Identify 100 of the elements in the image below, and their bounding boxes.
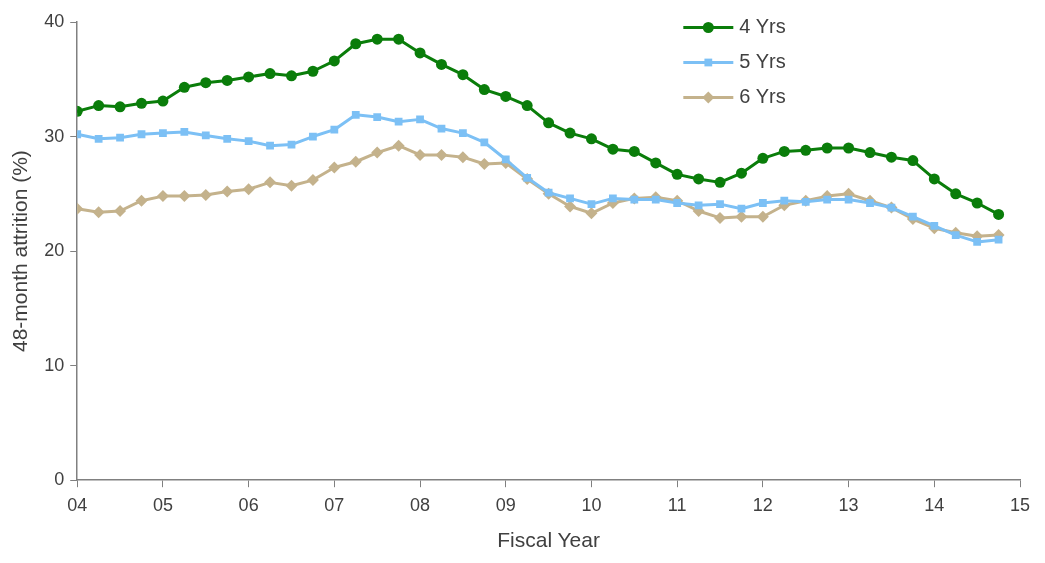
x-tick-label: 04	[67, 494, 88, 515]
point	[371, 33, 383, 45]
point	[416, 115, 424, 124]
legend-label: 4 Yrs	[739, 15, 786, 38]
point	[930, 222, 939, 230]
point	[264, 176, 277, 189]
point	[714, 176, 726, 188]
point	[780, 196, 789, 205]
y-axis-title: 48-month attrition (%)	[8, 150, 32, 353]
point	[628, 145, 640, 157]
point	[221, 185, 234, 198]
point	[908, 212, 917, 221]
point	[716, 200, 724, 209]
point	[137, 130, 146, 139]
point	[673, 199, 682, 207]
point	[328, 55, 340, 67]
point	[351, 110, 360, 119]
x-tick-label: 15	[1009, 494, 1031, 515]
point	[543, 117, 555, 129]
point	[907, 155, 919, 167]
point	[201, 131, 210, 140]
point	[951, 231, 960, 239]
x-tick-label: 11	[667, 494, 687, 515]
point	[244, 137, 253, 146]
point	[266, 141, 274, 150]
point	[800, 144, 812, 156]
point	[135, 194, 148, 207]
point	[92, 206, 105, 219]
point	[178, 81, 190, 93]
point	[457, 69, 469, 81]
y-tick-label: 30	[44, 125, 65, 146]
point	[500, 90, 512, 102]
point	[180, 128, 189, 136]
point	[823, 195, 832, 204]
point	[350, 38, 362, 50]
point	[609, 194, 617, 203]
point	[285, 70, 297, 82]
point	[480, 138, 489, 147]
point	[156, 190, 169, 203]
x-tick-label: 10	[581, 494, 602, 515]
point	[243, 71, 255, 83]
point	[394, 117, 403, 126]
point	[735, 167, 747, 179]
point	[478, 84, 490, 96]
point	[392, 139, 405, 152]
x-tick-label: 09	[495, 494, 516, 515]
x-tick-label: 08	[410, 494, 431, 515]
y-tick-label: 20	[44, 240, 65, 261]
point	[651, 195, 660, 204]
point	[566, 194, 574, 203]
legend-label: 5 Yrs	[739, 50, 786, 73]
x-tick-label: 05	[152, 494, 173, 515]
x-tick-label: 12	[752, 494, 773, 515]
y-tick-label: 0	[54, 469, 65, 490]
point	[607, 143, 619, 155]
point	[843, 142, 855, 154]
point	[264, 68, 276, 80]
point	[650, 157, 662, 169]
point	[757, 152, 769, 164]
point	[521, 100, 533, 112]
point	[414, 47, 426, 59]
x-tick-label: 07	[324, 494, 345, 515]
point	[564, 127, 576, 139]
point	[242, 183, 255, 196]
x-axis-title: Fiscal Year	[497, 528, 600, 552]
point	[435, 58, 447, 70]
point	[971, 197, 983, 209]
point	[671, 168, 683, 180]
point	[864, 147, 876, 159]
point	[928, 173, 940, 185]
point	[393, 33, 405, 45]
point	[778, 145, 790, 157]
point	[94, 134, 103, 143]
point	[994, 235, 1003, 244]
point	[973, 238, 982, 246]
point	[371, 146, 384, 159]
point	[866, 199, 874, 207]
point	[309, 132, 317, 141]
point	[330, 125, 339, 134]
point	[585, 133, 597, 145]
point	[501, 155, 510, 164]
point	[116, 133, 124, 142]
point	[737, 204, 746, 213]
point	[221, 74, 233, 86]
point	[459, 129, 467, 137]
y-tick-label: 10	[44, 354, 65, 375]
point	[200, 77, 212, 89]
point	[159, 129, 167, 137]
point	[223, 134, 232, 143]
point	[993, 208, 1005, 220]
x-tick-label: 06	[238, 494, 259, 515]
point	[114, 101, 126, 113]
point	[585, 207, 598, 220]
point	[885, 151, 897, 163]
legend-label: 6 Yrs	[739, 85, 786, 108]
x-tick-label: 14	[924, 494, 945, 515]
point	[373, 113, 382, 121]
point	[456, 151, 469, 164]
point	[349, 155, 362, 168]
point	[950, 188, 962, 200]
